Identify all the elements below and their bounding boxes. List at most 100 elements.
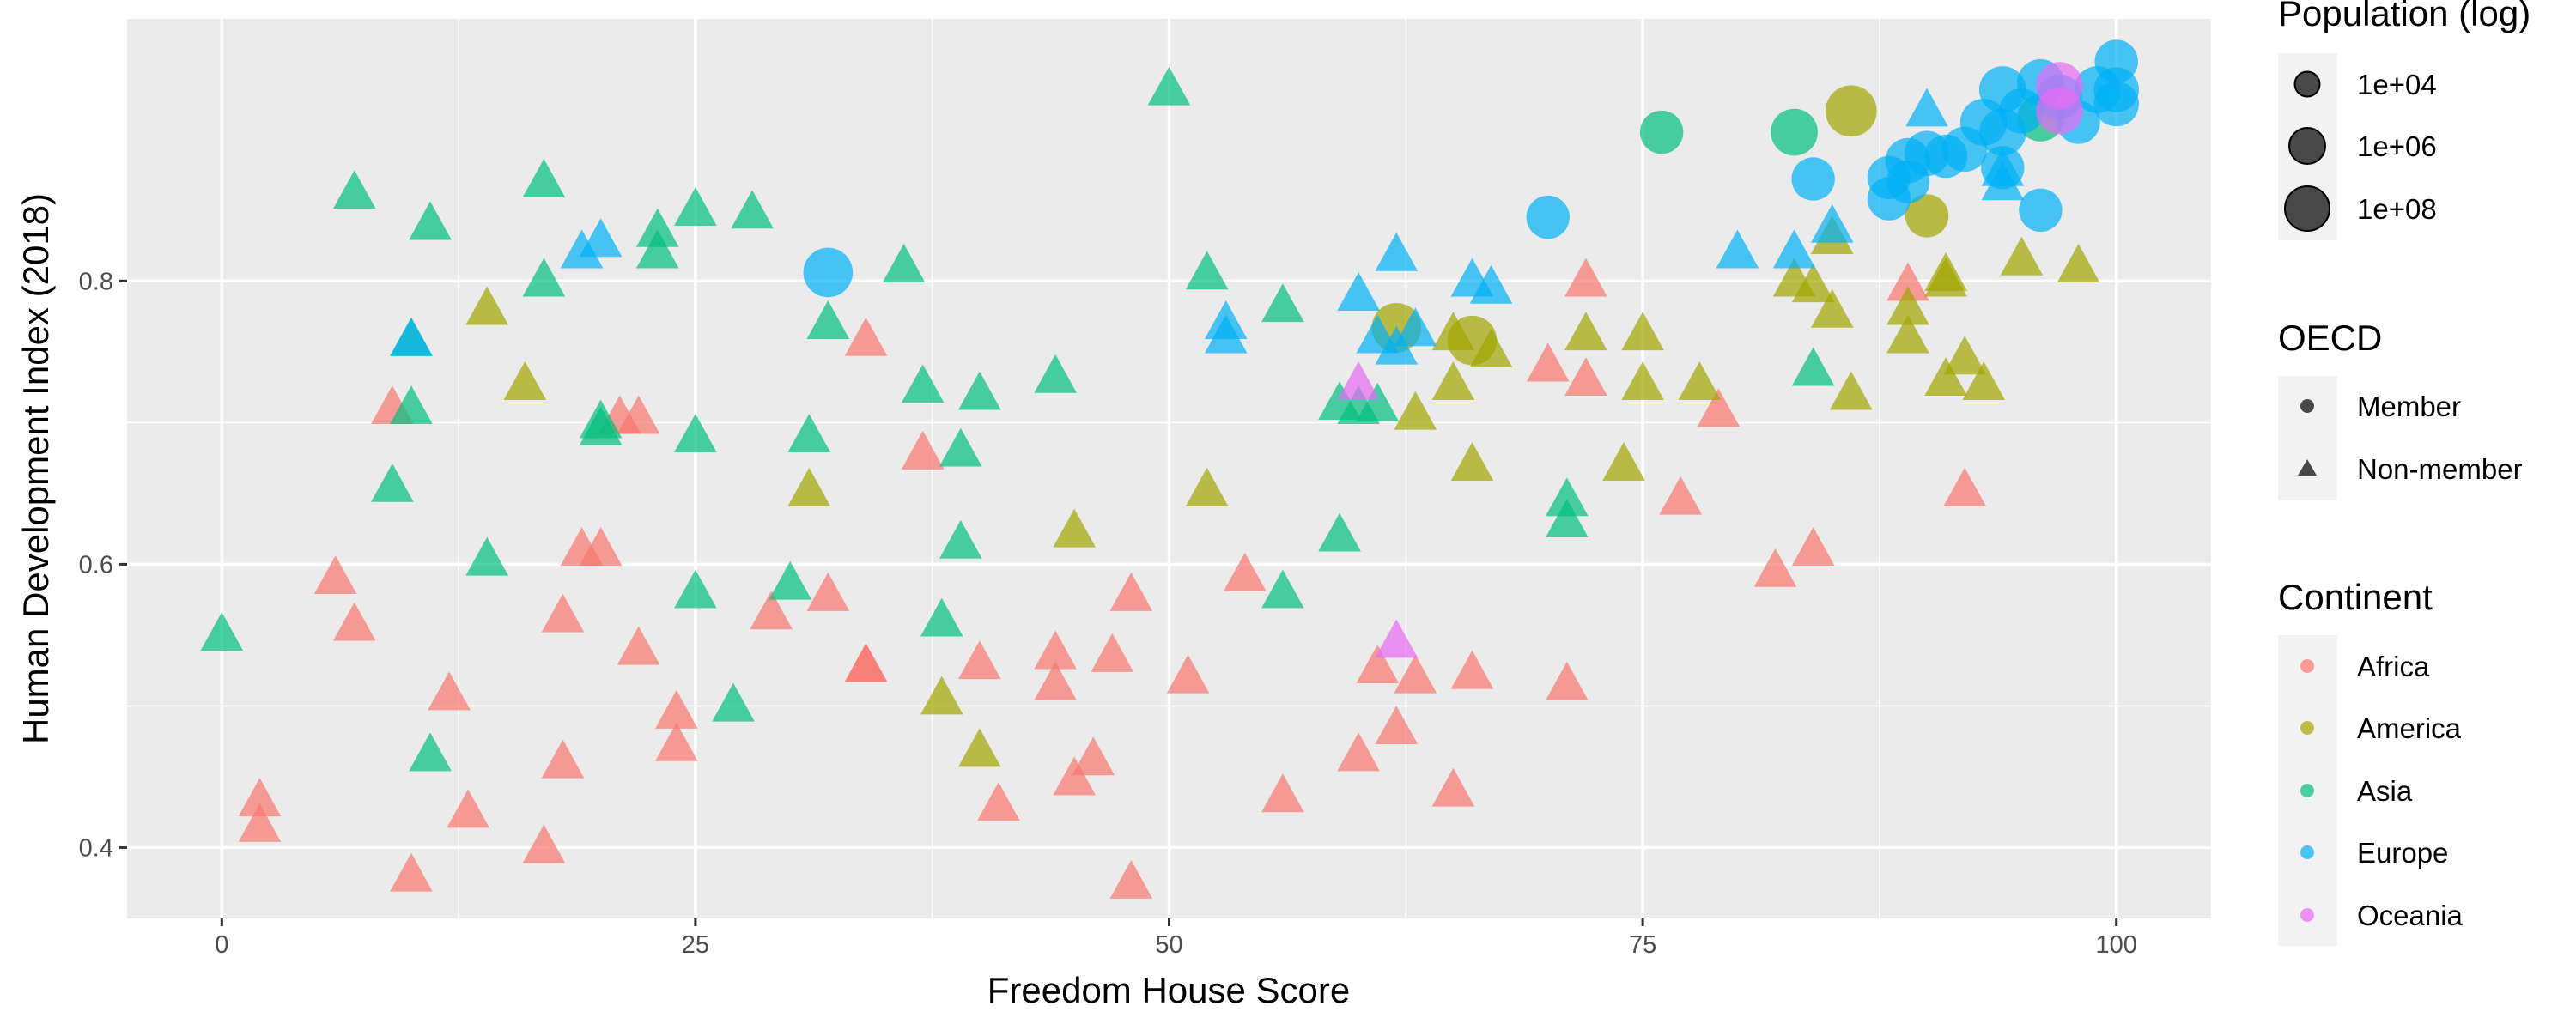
legend-color-label: Oceania — [2357, 900, 2464, 931]
x-tick-label: 100 — [2095, 931, 2136, 959]
point-europe-nonmember — [560, 229, 604, 269]
point-america-member — [1825, 85, 1877, 137]
legend-title-oecd: OECD — [2278, 318, 2382, 358]
point-africa-nonmember — [844, 317, 888, 356]
point-africa-nonmember — [977, 782, 1020, 821]
point-asia-nonmember — [332, 170, 376, 209]
point-africa-nonmember — [1261, 773, 1304, 813]
point-america-nonmember — [1886, 286, 1929, 325]
point-asia-nonmember — [882, 244, 926, 282]
point-america-nonmember — [1886, 314, 1929, 354]
point-asia-nonmember — [1545, 477, 1589, 517]
point-africa-nonmember — [617, 626, 660, 665]
point-africa-nonmember — [332, 602, 376, 641]
point-america-nonmember — [1924, 357, 1967, 396]
legend-color-key-america — [2300, 721, 2314, 735]
point-america-nonmember — [2057, 244, 2100, 282]
point-africa-nonmember — [1091, 633, 1134, 672]
point-asia-nonmember — [1318, 512, 1361, 552]
point-europe-member — [1526, 195, 1570, 239]
point-america-nonmember — [1943, 336, 1987, 375]
point-america-nonmember — [958, 728, 1001, 767]
point-america-nonmember — [1621, 312, 1664, 351]
point-africa-nonmember — [1753, 548, 1797, 587]
point-asia-nonmember — [1261, 569, 1304, 609]
point-oceania-nonmember — [1337, 361, 1380, 400]
point-europe-nonmember — [1394, 307, 1437, 347]
point-africa-nonmember — [541, 593, 585, 633]
point-africa-nonmember — [750, 591, 793, 630]
point-africa-nonmember — [541, 739, 585, 779]
legend: Population (log) 1e+04 1e+06 1e+08 OECD Membe… — [2278, 0, 2530, 946]
point-asia-nonmember — [635, 229, 679, 269]
point-america-nonmember — [1053, 508, 1097, 548]
point-asia-nonmember — [958, 371, 1001, 410]
point-africa-nonmember — [1697, 388, 1741, 427]
point-america-nonmember — [1602, 442, 1645, 482]
point-asia-nonmember — [409, 732, 452, 772]
point-africa-nonmember — [238, 803, 282, 842]
point-africa-nonmember — [1109, 572, 1153, 611]
point-europe-nonmember — [1469, 264, 1513, 304]
x-tick-label: 25 — [682, 931, 709, 959]
y-tick-label: 0.8 — [79, 268, 113, 295]
y-tick-label: 0.4 — [79, 834, 113, 862]
point-africa-nonmember — [1526, 342, 1570, 382]
point-america-nonmember — [1829, 371, 1873, 410]
point-asia-nonmember — [1791, 347, 1835, 386]
point-america-nonmember — [787, 467, 831, 506]
legend-color-label: Europe — [2357, 837, 2448, 869]
point-africa-nonmember — [1394, 654, 1437, 694]
point-africa-nonmember — [1659, 476, 1703, 515]
point-america-nonmember — [1469, 329, 1513, 367]
point-africa-nonmember — [447, 789, 489, 828]
legend-color-key-africa — [2300, 659, 2314, 673]
y-tick-label: 0.6 — [79, 551, 113, 579]
point-asia-member — [1771, 108, 1818, 156]
legend-size-key — [2288, 127, 2326, 165]
point-oceania-nonmember — [1375, 619, 1419, 658]
point-america-nonmember — [1394, 391, 1437, 430]
point-africa-nonmember — [1053, 756, 1097, 796]
point-america-nonmember — [1678, 361, 1722, 400]
legend-size-key — [2293, 70, 2321, 98]
point-africa-nonmember — [1356, 645, 1400, 684]
point-europe-member — [1791, 157, 1835, 201]
legend-shape-label: Member — [2357, 391, 2461, 422]
point-america-nonmember — [503, 361, 547, 400]
point-africa-nonmember — [1545, 661, 1589, 700]
legend-size-label: 1e+04 — [2357, 69, 2437, 100]
x-tick-label: 50 — [1155, 931, 1182, 959]
point-africa-nonmember — [1791, 527, 1835, 566]
point-america-nonmember — [1962, 361, 2006, 400]
legend-key-background — [2278, 376, 2337, 500]
point-africa-nonmember — [901, 430, 945, 470]
point-africa-nonmember — [1564, 258, 1607, 297]
point-america-nonmember — [1431, 361, 1475, 400]
point-africa-nonmember — [522, 824, 566, 863]
y-axis-title: Human Development Index (2018) — [15, 193, 56, 744]
point-europe-nonmember — [1204, 314, 1248, 354]
point-asia-nonmember — [1545, 499, 1589, 538]
point-africa-nonmember — [1564, 357, 1607, 396]
point-asia-nonmember — [1147, 66, 1191, 106]
point-asia-nonmember — [200, 612, 244, 651]
point-africa-nonmember — [655, 722, 698, 761]
point-asia-nonmember — [920, 597, 963, 637]
x-tick-label: 0 — [215, 931, 228, 959]
data-points — [200, 39, 2139, 899]
point-america-nonmember — [1564, 312, 1607, 351]
point-asia-nonmember — [674, 414, 717, 453]
point-asia-nonmember — [522, 258, 566, 297]
point-africa-nonmember — [1109, 859, 1153, 899]
point-europe-nonmember — [1772, 229, 1816, 269]
point-asia-nonmember — [1261, 283, 1304, 323]
point-africa-nonmember — [390, 852, 433, 892]
point-africa-nonmember — [1450, 650, 1494, 689]
grid-lines — [127, 19, 2211, 918]
point-africa-nonmember — [1072, 736, 1115, 776]
point-europe-member — [803, 247, 854, 298]
point-asia-nonmember — [901, 364, 945, 403]
point-asia-nonmember — [1034, 354, 1077, 393]
